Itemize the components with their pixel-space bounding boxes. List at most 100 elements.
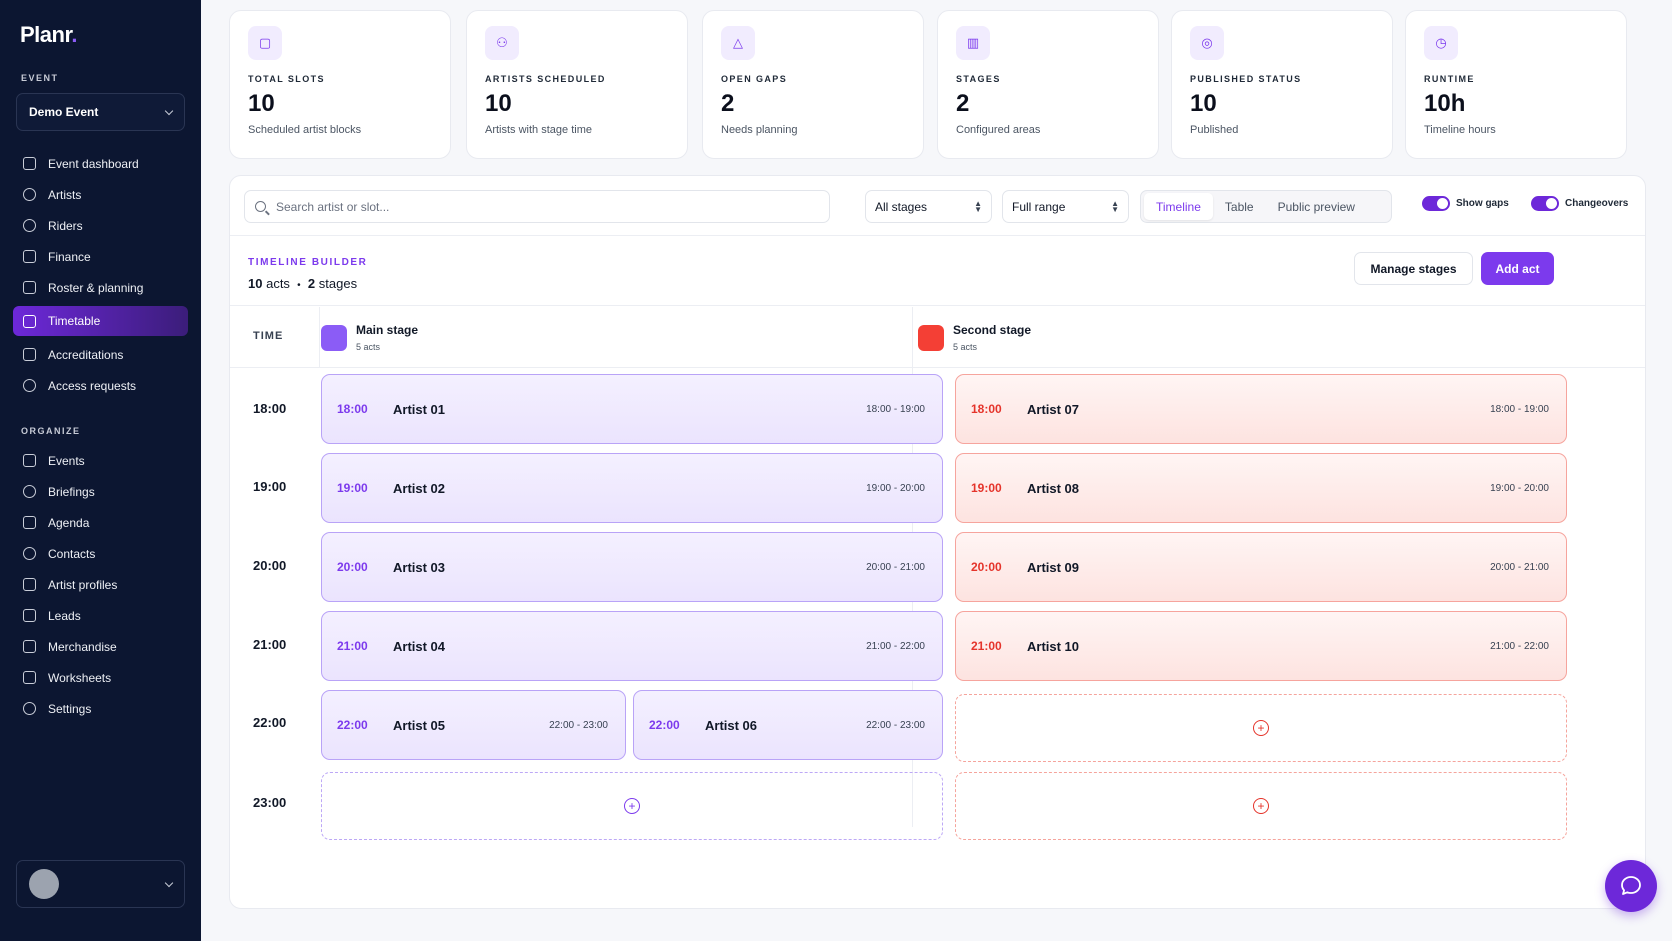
sidebar-item-timetable[interactable]: Timetable xyxy=(13,306,188,336)
id-card-icon xyxy=(23,578,36,591)
sidebar-item-finance[interactable]: Finance xyxy=(13,241,188,272)
app-logo[interactable]: Planr. xyxy=(20,22,77,47)
event-nav: Event dashboard Artists Riders Finance R… xyxy=(13,148,188,401)
builder-header: TIMELINE BUILDER 10 acts • 2 stages Mana… xyxy=(230,236,1645,306)
divider xyxy=(319,307,320,368)
stat-value: 10 xyxy=(485,90,512,117)
slot-artist: Artist 03 xyxy=(393,559,446,575)
stage-filter-value: All stages xyxy=(875,199,928,214)
time-label: 20:00 xyxy=(253,558,287,573)
stage-header-second[interactable]: Second stage 5 acts xyxy=(918,323,1031,352)
slot-time: 20:00 xyxy=(337,560,368,574)
sidebar-item-leads[interactable]: Leads xyxy=(13,600,188,631)
sidebar-item-events[interactable]: Events xyxy=(13,445,188,476)
badge-icon xyxy=(23,219,36,232)
timetable-slot[interactable]: 20:00 Artist 09 20:00 - 21:00 xyxy=(955,532,1567,602)
timetable-slot[interactable]: 21:00 Artist 10 21:00 - 22:00 xyxy=(955,611,1567,681)
stat-card-artists-scheduled: ⚇ ARTISTS SCHEDULED 10 Artists with stag… xyxy=(466,10,688,159)
sidebar-item-roster-planning[interactable]: Roster & planning xyxy=(13,272,188,303)
slot-artist: Artist 07 xyxy=(1027,401,1080,417)
event-select[interactable]: Demo Event xyxy=(16,93,185,131)
changeovers-toggle-group: Changeovers xyxy=(1531,196,1628,211)
show-gaps-toggle[interactable] xyxy=(1422,196,1450,211)
stat-value: 2 xyxy=(956,90,970,117)
tab-timeline[interactable]: Timeline xyxy=(1144,193,1213,220)
slot-artist: Artist 10 xyxy=(1027,638,1080,654)
slot-time: 20:00 xyxy=(971,560,1002,574)
sidebar-item-contacts[interactable]: Contacts xyxy=(13,538,188,569)
stage-color-swatch xyxy=(321,325,347,351)
timetable-slot[interactable]: 18:00 Artist 07 18:00 - 19:00 xyxy=(955,374,1567,444)
timetable-slot[interactable]: 18:00 Artist 01 18:00 - 19:00 xyxy=(321,374,943,444)
empty-slot[interactable]: + xyxy=(321,772,943,840)
book-icon xyxy=(23,516,36,529)
slot-time: 22:00 xyxy=(337,718,368,732)
empty-slot[interactable]: + xyxy=(955,694,1567,762)
manage-stages-button[interactable]: Manage stages xyxy=(1354,252,1473,285)
chevron-down-icon xyxy=(164,106,174,115)
timetable-slot[interactable]: 20:00 Artist 03 20:00 - 21:00 xyxy=(321,532,943,602)
stage-header-main[interactable]: Main stage 5 acts xyxy=(321,323,418,352)
sidebar-item-access-requests[interactable]: Access requests xyxy=(13,370,188,401)
builder-title: TIMELINE BUILDER xyxy=(248,257,368,268)
organize-section-label: ORGANIZE xyxy=(21,426,81,436)
stat-subtitle: Needs planning xyxy=(721,124,798,136)
stat-value: 10h xyxy=(1424,90,1466,117)
sidebar-item-briefings[interactable]: Briefings xyxy=(13,476,188,507)
sidebar-item-artists[interactable]: Artists xyxy=(13,179,188,210)
stage-filter-select[interactable]: All stages ▲ ▼ xyxy=(865,190,992,223)
user-menu[interactable] xyxy=(16,860,185,908)
range-filter-select[interactable]: Full range ▲ ▼ xyxy=(1002,190,1129,223)
timetable-slot[interactable]: 22:00 Artist 05 22:00 - 23:00 xyxy=(321,690,626,760)
search-input[interactable] xyxy=(276,199,796,214)
sidebar-item-worksheets[interactable]: Worksheets xyxy=(13,662,188,693)
timetable-slot[interactable]: 19:00 Artist 02 19:00 - 20:00 xyxy=(321,453,943,523)
slot-range: 18:00 - 19:00 xyxy=(866,403,925,415)
stat-card-open-gaps: △ OPEN GAPS 2 Needs planning xyxy=(702,10,924,159)
chat-bubble-icon xyxy=(1621,876,1641,895)
timetable-slot[interactable]: 22:00 Artist 06 22:00 - 23:00 xyxy=(633,690,943,760)
sidebar: Planr. EVENT Demo Event Event dashboard … xyxy=(0,0,201,941)
stat-subtitle: Artists with stage time xyxy=(485,124,592,136)
select-arrows-icon: ▲ ▼ xyxy=(1111,198,1119,214)
sidebar-item-artist-profiles[interactable]: Artist profiles xyxy=(13,569,188,600)
slot-range: 21:00 - 22:00 xyxy=(866,640,925,652)
stat-label: PUBLISHED STATUS xyxy=(1190,74,1302,84)
empty-slot[interactable]: + xyxy=(955,772,1567,840)
sidebar-item-riders[interactable]: Riders xyxy=(13,210,188,241)
stat-subtitle: Scheduled artist blocks xyxy=(248,124,362,136)
target-icon xyxy=(23,485,36,498)
stat-subtitle: Published xyxy=(1190,124,1239,136)
slot-time: 22:00 xyxy=(649,718,680,732)
slot-time: 18:00 xyxy=(971,402,1002,416)
sidebar-item-accreditations[interactable]: Accreditations xyxy=(13,339,188,370)
chat-button[interactable] xyxy=(1605,860,1657,912)
slot-range: 22:00 - 23:00 xyxy=(549,719,608,731)
timetable-slot[interactable]: 21:00 Artist 04 21:00 - 22:00 xyxy=(321,611,943,681)
slot-range: 18:00 - 19:00 xyxy=(1490,403,1549,415)
tab-table[interactable]: Table xyxy=(1224,199,1254,214)
select-arrows-icon: ▲ ▼ xyxy=(974,198,982,214)
funnel-icon xyxy=(23,609,36,622)
slot-artist: Artist 06 xyxy=(705,717,758,733)
slot-artist: Artist 02 xyxy=(393,480,446,496)
show-gaps-label: Show gaps xyxy=(1456,198,1509,209)
sidebar-item-merchandise[interactable]: Merchandise xyxy=(13,631,188,662)
timetable-slot[interactable]: 19:00 Artist 08 19:00 - 20:00 xyxy=(955,453,1567,523)
slot-time: 18:00 xyxy=(337,402,368,416)
slot-artist: Artist 05 xyxy=(393,717,446,733)
sidebar-item-agenda[interactable]: Agenda xyxy=(13,507,188,538)
stat-subtitle: Timeline hours xyxy=(1424,124,1496,136)
search-box[interactable] xyxy=(244,190,830,223)
square-icon: ▢ xyxy=(248,26,282,60)
slot-time: 21:00 xyxy=(971,639,1002,653)
sidebar-item-event-dashboard[interactable]: Event dashboard xyxy=(13,148,188,179)
add-act-button[interactable]: Add act xyxy=(1481,252,1554,285)
stage-name: Main stage xyxy=(356,323,419,337)
stat-label: STAGES xyxy=(956,74,1001,84)
sidebar-item-settings[interactable]: Settings xyxy=(13,693,188,724)
stat-label: TOTAL SLOTS xyxy=(248,74,325,84)
toolbar: All stages ▲▼ Full range ▲▼ Timeline Tab… xyxy=(230,176,1645,236)
tab-public-preview[interactable]: Public preview xyxy=(1277,199,1355,214)
changeovers-toggle[interactable] xyxy=(1531,196,1559,211)
